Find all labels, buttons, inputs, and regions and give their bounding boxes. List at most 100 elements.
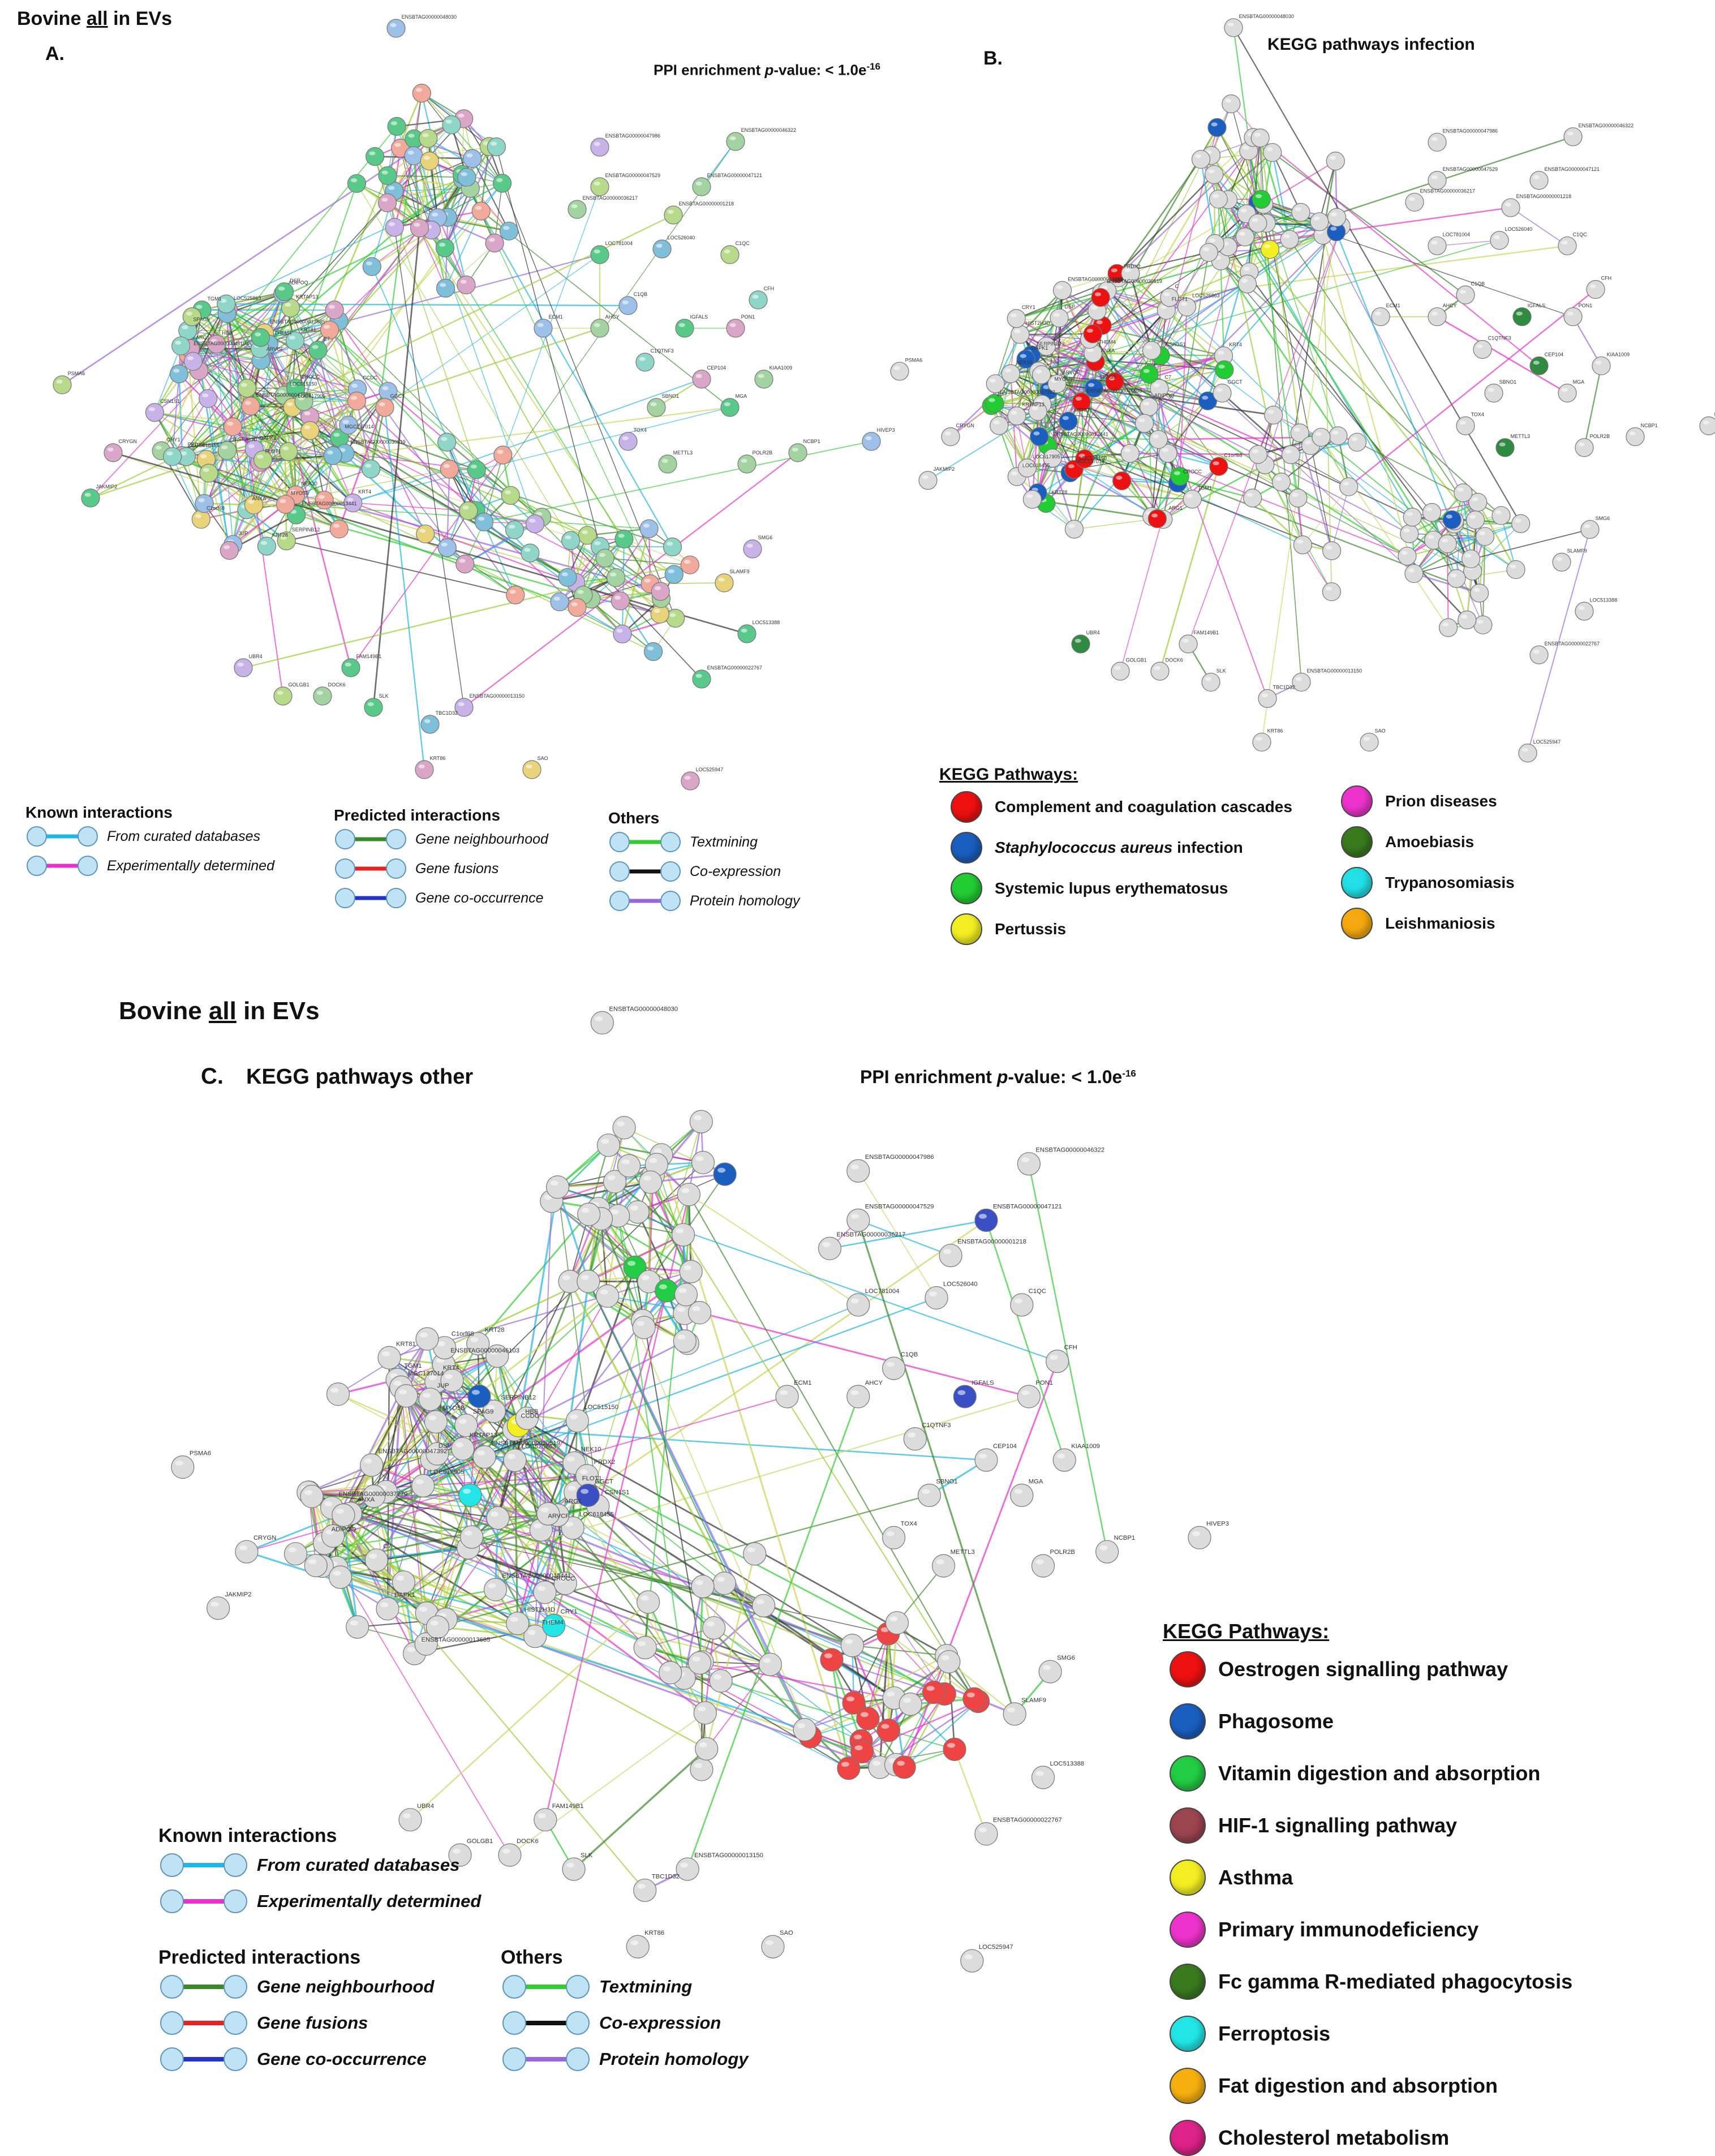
pathway-color-icon (1170, 1651, 1206, 1687)
node-highlight (1011, 471, 1017, 475)
protein-node (1253, 733, 1271, 751)
node-highlight (227, 422, 233, 426)
protein-node (145, 403, 164, 422)
node-highlight (655, 586, 661, 590)
protein-node (505, 521, 523, 539)
node-label: ENSBTAG00000022767 (993, 1817, 1062, 1824)
node-highlight (903, 1698, 911, 1703)
node-highlight (979, 1454, 987, 1459)
node-label: LOC513388 (753, 620, 780, 625)
node-label: SLK (379, 693, 389, 699)
protein-node (596, 549, 614, 567)
protein-node (847, 1209, 870, 1231)
protein-node (1148, 510, 1166, 528)
node-highlight (1202, 396, 1208, 400)
protein-node (500, 222, 518, 240)
node-label: SBNO1 (662, 393, 680, 399)
node-highlight (1364, 737, 1370, 741)
node-label: ECM1 (549, 314, 563, 320)
protein-node (506, 1612, 529, 1635)
node-label: KRTAP13 (296, 294, 318, 299)
protein-node (521, 544, 539, 562)
node-highlight (1460, 290, 1466, 294)
node-highlight (642, 1275, 650, 1280)
interaction-edge (1260, 138, 1539, 366)
node-highlight (1005, 368, 1011, 372)
node-label: THEM4 (542, 1620, 564, 1626)
protein-node (1249, 214, 1267, 232)
node-highlight (717, 1577, 725, 1582)
node-label: TBC1D32 (1273, 685, 1296, 690)
node-highlight (257, 455, 263, 459)
node-highlight (333, 1571, 341, 1576)
node-label: NCBP1 (803, 439, 820, 444)
node-highlight (845, 1639, 853, 1644)
protein-node (1428, 308, 1446, 326)
protein-node (475, 513, 493, 531)
node-highlight (1247, 493, 1253, 497)
node-highlight (1460, 420, 1466, 424)
node-highlight (637, 1321, 644, 1326)
node-highlight (461, 280, 467, 284)
node-highlight (365, 463, 371, 467)
protein-node (242, 397, 260, 415)
protein-node (379, 194, 397, 212)
protein-node (347, 174, 366, 192)
node-label: KRT4 (443, 1365, 459, 1372)
protein-node (727, 132, 745, 151)
interaction-edge (724, 1583, 894, 1698)
node-highlight (887, 1531, 895, 1536)
kegg-item: Fat digestion and absorption (1170, 2068, 1572, 2104)
node-label: ENSBTAG00000048030 (1239, 14, 1294, 19)
node-highlight (654, 1148, 662, 1153)
interaction-edge (356, 183, 570, 540)
node-highlight (1408, 568, 1415, 572)
node-highlight (747, 1548, 755, 1553)
node-highlight (945, 432, 951, 436)
node-highlight (614, 596, 621, 600)
protein-node (655, 1279, 678, 1302)
protein-node (1564, 308, 1582, 326)
protein-node (1293, 536, 1312, 554)
protein-node (939, 1244, 962, 1267)
node-label: AHCY (1443, 303, 1457, 308)
protein-node (1454, 484, 1472, 502)
protein-node (793, 1719, 816, 1741)
protein-node (300, 1485, 323, 1508)
node-label: HBB (525, 1408, 538, 1415)
node-highlight (1457, 488, 1463, 492)
node-label: KIAA1009 (770, 365, 793, 371)
node-label: ENSBTAG00000046103 (194, 341, 248, 346)
protein-node (1023, 490, 1041, 508)
protein-node (626, 1201, 649, 1223)
node-highlight (622, 300, 629, 304)
protein-node (558, 568, 577, 586)
protein-node (1405, 565, 1423, 583)
node-highlight (1056, 285, 1063, 289)
node-label: CSN1S1 (605, 1489, 630, 1496)
node-label: CRY1 (167, 437, 180, 443)
node-highlight (345, 663, 351, 667)
node-highlight (1469, 515, 1476, 519)
node-highlight (568, 1486, 576, 1491)
node-highlight (304, 1490, 312, 1495)
node-highlight (957, 1390, 965, 1395)
node-label: LOC515150 (290, 381, 317, 387)
legend-row: Gene neighbourhood (158, 1969, 434, 2005)
node-highlight (677, 1307, 685, 1312)
node-highlight (458, 702, 465, 706)
node-label: MGA (1029, 1478, 1043, 1485)
protein-node (743, 1543, 766, 1565)
node-highlight (1533, 650, 1540, 654)
node-highlight (1057, 1454, 1065, 1459)
protein-node (591, 246, 609, 264)
node-highlight (1442, 622, 1448, 626)
node-label: METTL3 (951, 1549, 975, 1556)
node-label: THEM4 (1098, 339, 1116, 345)
node-label: LOC781004 (1443, 232, 1471, 238)
node-label: CRYGN (253, 1535, 276, 1541)
node-label: ENSBTAG00000046322 (741, 127, 796, 133)
node-label: CSN1S1 (1166, 342, 1186, 347)
node-highlight (455, 1442, 463, 1448)
node-highlight (1403, 529, 1409, 532)
